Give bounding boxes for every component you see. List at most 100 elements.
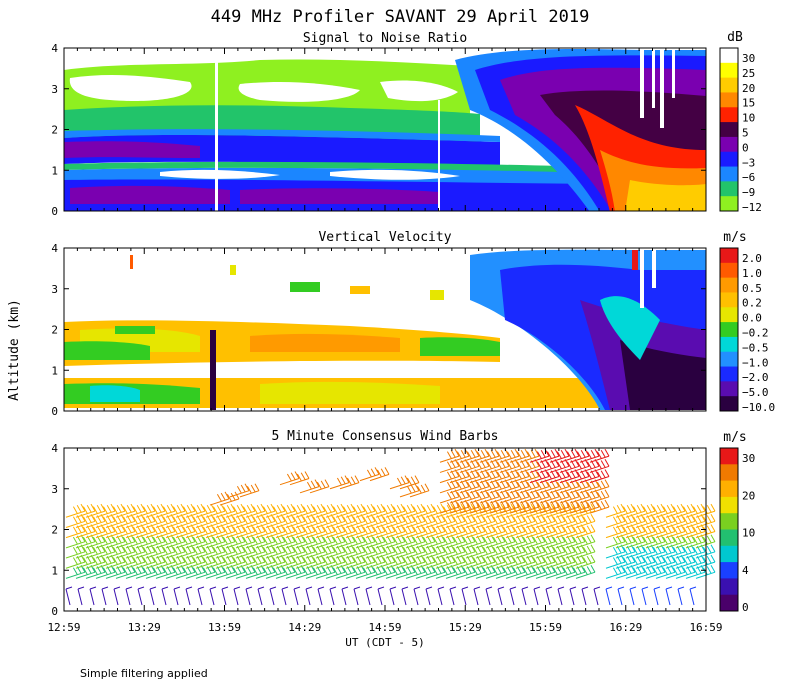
wind-barb <box>265 564 286 579</box>
wind-barb <box>85 503 106 518</box>
wind-barb <box>535 544 556 559</box>
wind-barb <box>449 469 470 484</box>
wind-barb <box>305 586 313 606</box>
wind-barb <box>295 503 316 518</box>
colorbar-label: −6 <box>742 171 755 184</box>
wind-barb <box>269 586 277 606</box>
wind-barb <box>479 469 500 484</box>
wind-barb <box>625 534 646 549</box>
wind-barb <box>615 503 636 518</box>
wind-barb <box>289 471 310 486</box>
wind-barb <box>685 544 706 559</box>
wind-barb <box>145 514 166 528</box>
wind-barb <box>75 544 96 559</box>
wind-barb <box>655 524 676 539</box>
wind-barb <box>565 544 586 559</box>
wind-barb <box>95 524 116 539</box>
wind-barb <box>197 586 205 606</box>
wind-barb <box>395 514 416 528</box>
wind-barb <box>425 564 446 579</box>
wind-barb <box>395 524 416 539</box>
wind-barb <box>255 554 276 569</box>
y-tick-label: 2 <box>51 124 58 137</box>
wind-barb <box>555 564 576 579</box>
colorbar-swatch <box>720 196 738 212</box>
wind-barb <box>665 503 686 518</box>
wind-barb <box>685 503 706 518</box>
wind-barb <box>165 503 186 518</box>
wind-barb <box>75 503 96 518</box>
wind-barb <box>485 564 506 579</box>
wind-barb <box>125 544 146 559</box>
wind-barb <box>215 524 236 539</box>
colorbar-label: 25 <box>742 67 755 80</box>
wind-barb <box>525 503 546 518</box>
wind-barb <box>689 586 697 606</box>
wind-barb <box>355 514 376 528</box>
wind-barb <box>75 554 96 569</box>
wind-barb <box>85 524 106 539</box>
colorbar-label: 10 <box>742 527 755 540</box>
wind-barb <box>525 514 546 528</box>
wind-barb <box>505 544 526 559</box>
wind-barb <box>435 564 456 579</box>
wind-barb <box>605 564 626 579</box>
colorbar-swatch <box>720 513 738 530</box>
wind-barb <box>473 586 481 606</box>
wind-barb <box>555 503 576 518</box>
wind-barb <box>665 544 686 559</box>
wind-barb <box>399 475 420 490</box>
wind-barb <box>565 503 586 518</box>
snr-title: Signal to Noise Ratio <box>303 31 467 46</box>
wind-barb <box>515 564 536 579</box>
wind-barb <box>135 534 156 549</box>
wind-barb <box>605 586 613 606</box>
wind-barb <box>569 469 590 484</box>
wind-barb <box>185 564 206 579</box>
wind-barb <box>405 503 426 518</box>
wind-barb <box>525 534 546 549</box>
colorbar-swatch <box>720 77 738 93</box>
wind-barb <box>435 554 456 569</box>
wind-barb <box>265 534 286 549</box>
wind-barb <box>293 586 301 606</box>
x-tick-label: 15:59 <box>529 621 562 634</box>
wind-barb <box>135 544 156 559</box>
wind-barb <box>95 534 116 549</box>
wind-barb <box>355 554 376 569</box>
wind-barb <box>459 448 480 463</box>
wind-barb <box>469 499 490 514</box>
wind-barb <box>449 459 470 473</box>
colorbar-label: −1.0 <box>742 356 769 369</box>
wind-barb <box>89 586 97 606</box>
colorbar-swatch <box>720 307 738 323</box>
wind-barb <box>105 544 126 559</box>
wind-barb <box>645 544 666 559</box>
wind-barb <box>173 586 181 606</box>
wind-barb <box>225 534 246 549</box>
wind-barb <box>405 544 426 559</box>
wind-barb <box>505 503 526 518</box>
wind-barb <box>285 514 306 528</box>
wind-barb <box>405 514 426 528</box>
wind-barb <box>329 475 350 490</box>
wind-barb <box>295 534 316 549</box>
wind-barb <box>665 586 673 606</box>
wind-barb <box>105 503 126 518</box>
colorbar-swatch <box>720 562 738 579</box>
wind-barb <box>265 503 286 518</box>
wind-barb <box>529 448 550 463</box>
wind-barb <box>155 554 176 569</box>
y-tick-label: 0 <box>51 605 58 618</box>
wind-barb <box>455 554 476 569</box>
wind-barb <box>355 564 376 579</box>
wind-barb <box>113 586 121 606</box>
wind-barb <box>375 554 396 569</box>
wind-barb <box>559 489 580 504</box>
wind-barb <box>85 544 106 559</box>
wind-barb <box>275 503 296 518</box>
wind-barb <box>479 489 500 504</box>
wind-barb <box>335 554 356 569</box>
wind-barb <box>665 524 686 539</box>
wind-barb <box>265 544 286 559</box>
